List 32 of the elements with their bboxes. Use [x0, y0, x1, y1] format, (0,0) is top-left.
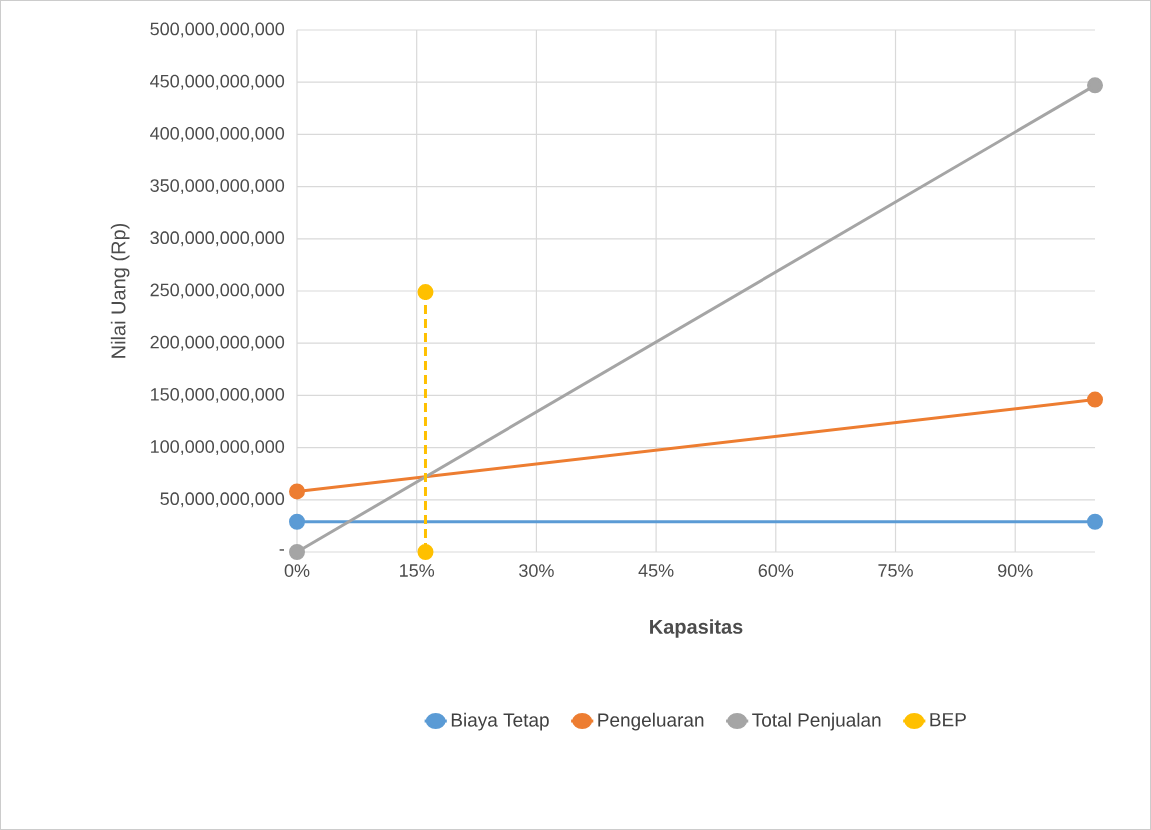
- legend-label: BEP: [930, 713, 966, 727]
- point: [1087, 77, 1104, 94]
- x-tick-label: 75%: [878, 564, 913, 577]
- x-tick-label: 0%: [284, 564, 310, 577]
- x-tick-label: 90%: [998, 564, 1033, 577]
- x-tick-label: 15%: [400, 564, 435, 577]
- point: [417, 544, 434, 560]
- y-tick-label: 400,000,000,000: [150, 126, 285, 142]
- x-tick-label: 60%: [758, 564, 794, 577]
- point: [289, 483, 305, 500]
- x-axis-title: Kapasitas: [650, 619, 743, 638]
- y-tick-label: 50,000,000,000: [160, 492, 285, 508]
- y-tick-label: -: [279, 549, 284, 551]
- x-tick-label: 30%: [519, 564, 554, 577]
- point: [289, 513, 305, 530]
- y-tick-label: 150,000,000,000: [151, 387, 285, 403]
- x-tick-label: 45%: [638, 564, 674, 577]
- y-axis-title: Nilai Uang (Rp): [110, 223, 130, 358]
- y-tick-label: 500,000,000,000: [150, 22, 285, 38]
- legend-label: Pengeluaran: [598, 712, 704, 731]
- legend-label: Total Penjualan: [752, 712, 881, 731]
- legend-label: Biaya Tetap: [451, 712, 549, 731]
- y-tick-label: 450,000,000,000: [150, 74, 285, 90]
- y-tick-label: 100,000,000,000: [151, 440, 285, 456]
- y-tick-label: 250,000,000,000: [150, 283, 285, 299]
- y-tick-label: 300,000,000,000: [150, 231, 285, 247]
- point: [289, 544, 305, 560]
- point: [1087, 513, 1104, 530]
- y-tick-label: 200,000,000,000: [150, 335, 285, 351]
- point: [417, 284, 434, 301]
- point: [1087, 391, 1104, 408]
- y-tick-label: 350,000,000,000: [150, 179, 285, 195]
